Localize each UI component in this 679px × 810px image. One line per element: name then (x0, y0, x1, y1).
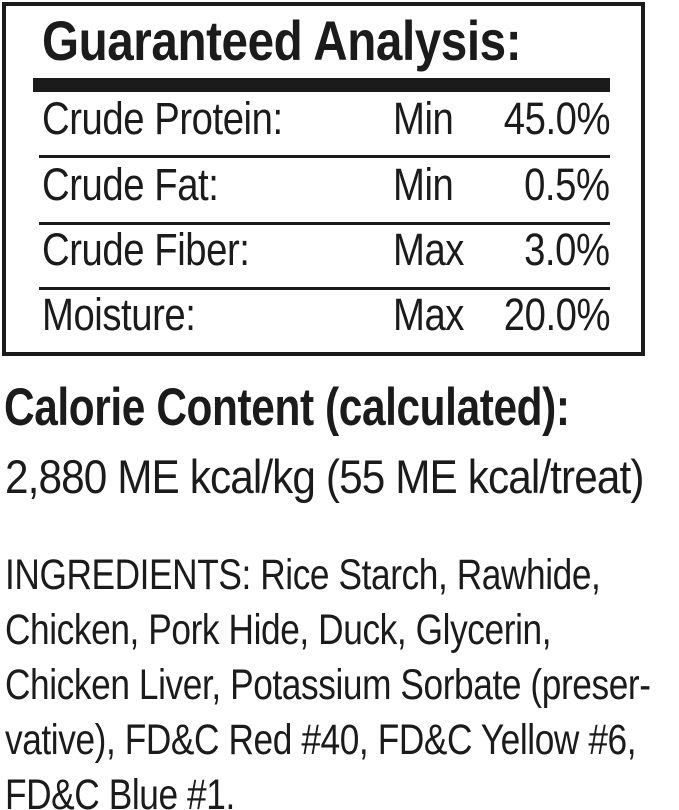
nutrient-qualifier: Max (393, 224, 464, 275)
title-underline-bar (33, 78, 610, 92)
nutrient-label: Crude Fat: (42, 159, 219, 210)
ingredients-line: FD&C Blue #1. (5, 771, 235, 810)
nutrient-value: 45.0% (503, 93, 611, 144)
table-row: Crude Fiber: Max 3.0% (6, 227, 641, 273)
nutrient-label: Crude Protein: (42, 93, 283, 144)
ingredients-line: Chicken, Pork Hide, Duck, Glycerin, (5, 606, 552, 654)
guaranteed-analysis-title-text: Guaranteed Analysis: (42, 9, 522, 72)
table-row: Crude Protein: Min 45.0% (6, 96, 641, 142)
table-row: Moisture: Max 20.0% (6, 292, 641, 338)
nutrient-value: 3.0% (524, 224, 611, 275)
row-divider (39, 287, 610, 290)
nutrient-value: 20.0% (503, 289, 611, 340)
calorie-content-heading-text: Calorie Content (calculated): (4, 378, 570, 437)
nutrient-label: Moisture: (42, 289, 196, 340)
guaranteed-analysis-title: Guaranteed Analysis: (42, 11, 606, 71)
nutrient-qualifier: Min (393, 159, 454, 210)
nutrient-qualifier: Max (393, 289, 464, 340)
row-divider (39, 155, 610, 158)
ingredients-line: vative), FD&C Red #40, FD&C Yellow #6, (5, 716, 637, 764)
nutrient-value: 0.5% (524, 159, 611, 210)
nutrient-qualifier: Min (393, 93, 454, 144)
calorie-content-value-text: 2,880 ME kcal/kg (55 ME kcal/treat) (5, 450, 644, 503)
table-row: Crude Fat: Min 0.5% (6, 162, 641, 208)
ingredients-paragraph: INGREDIENTS: Rice Starch, Rawhide, Chick… (5, 548, 679, 810)
guaranteed-analysis-box: Guaranteed Analysis: Crude Protein: Min … (2, 2, 645, 356)
row-divider (39, 222, 610, 225)
nutrient-label: Crude Fiber: (42, 224, 250, 275)
calorie-content-value: 2,880 ME kcal/kg (55 ME kcal/treat) (5, 451, 679, 503)
ingredients-line: INGREDIENTS: Rice Starch, Rawhide, (5, 551, 601, 599)
ingredients-line: Chicken Liver, Potassium Sorbate (preser… (5, 661, 651, 709)
calorie-content-heading: Calorie Content (calculated): (4, 380, 679, 436)
